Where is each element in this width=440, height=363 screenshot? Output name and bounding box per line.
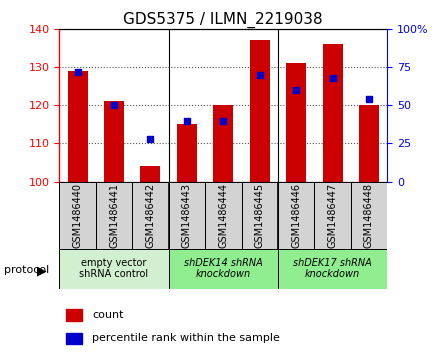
Point (256, 72, 263, 78)
Bar (66, 309, 82, 321)
Bar (66, 333, 82, 344)
Text: GSM1486443: GSM1486443 (182, 183, 192, 248)
FancyBboxPatch shape (59, 182, 96, 249)
Text: GSM1486442: GSM1486442 (146, 183, 155, 248)
Bar (359, 105, 379, 182)
Text: ▶: ▶ (37, 264, 47, 277)
FancyBboxPatch shape (278, 249, 387, 289)
FancyBboxPatch shape (169, 249, 278, 289)
Bar (68, 71, 88, 182)
FancyBboxPatch shape (169, 182, 205, 249)
FancyBboxPatch shape (351, 182, 387, 249)
Bar (250, 41, 270, 182)
Point (366, 96, 373, 102)
Point (147, 136, 154, 142)
Text: protocol: protocol (4, 265, 50, 276)
Text: shDEK14 shRNA
knockdown: shDEK14 shRNA knockdown (184, 258, 263, 280)
FancyBboxPatch shape (96, 182, 132, 249)
Point (293, 87, 300, 93)
Text: count: count (92, 310, 124, 320)
Point (74, 69, 81, 75)
Title: GDS5375 / ILMN_2219038: GDS5375 / ILMN_2219038 (124, 12, 323, 28)
FancyBboxPatch shape (132, 182, 169, 249)
Bar (213, 105, 233, 182)
FancyBboxPatch shape (314, 182, 351, 249)
Text: percentile rank within the sample: percentile rank within the sample (92, 333, 280, 343)
Bar (140, 166, 161, 182)
Text: GSM1486447: GSM1486447 (327, 183, 337, 248)
FancyBboxPatch shape (278, 182, 314, 249)
Text: GSM1486444: GSM1486444 (218, 183, 228, 248)
Bar (104, 101, 124, 182)
FancyBboxPatch shape (205, 182, 242, 249)
Point (220, 118, 227, 123)
Point (183, 118, 191, 123)
Text: GSM1486445: GSM1486445 (255, 183, 265, 248)
FancyBboxPatch shape (242, 182, 278, 249)
Text: GSM1486448: GSM1486448 (364, 183, 374, 248)
Bar (323, 44, 343, 182)
Text: GSM1486440: GSM1486440 (73, 183, 83, 248)
Text: shDEK17 shRNA
knockdown: shDEK17 shRNA knockdown (293, 258, 372, 280)
Point (110, 102, 117, 108)
Point (329, 75, 336, 81)
Bar (177, 124, 197, 182)
Text: GSM1486441: GSM1486441 (109, 183, 119, 248)
Text: empty vector
shRNA control: empty vector shRNA control (80, 258, 149, 280)
Bar (286, 63, 306, 182)
FancyBboxPatch shape (59, 249, 169, 289)
Text: GSM1486446: GSM1486446 (291, 183, 301, 248)
